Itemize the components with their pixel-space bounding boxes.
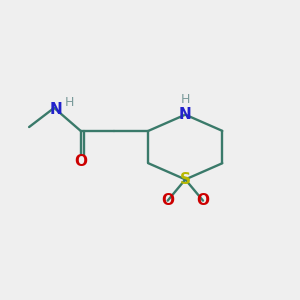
Text: S: S xyxy=(180,172,191,187)
Text: H: H xyxy=(181,93,190,106)
Text: O: O xyxy=(196,193,209,208)
Text: N: N xyxy=(49,102,62,117)
Text: N: N xyxy=(179,107,192,122)
Text: O: O xyxy=(74,154,87,169)
Text: O: O xyxy=(161,193,174,208)
Text: H: H xyxy=(65,96,74,109)
